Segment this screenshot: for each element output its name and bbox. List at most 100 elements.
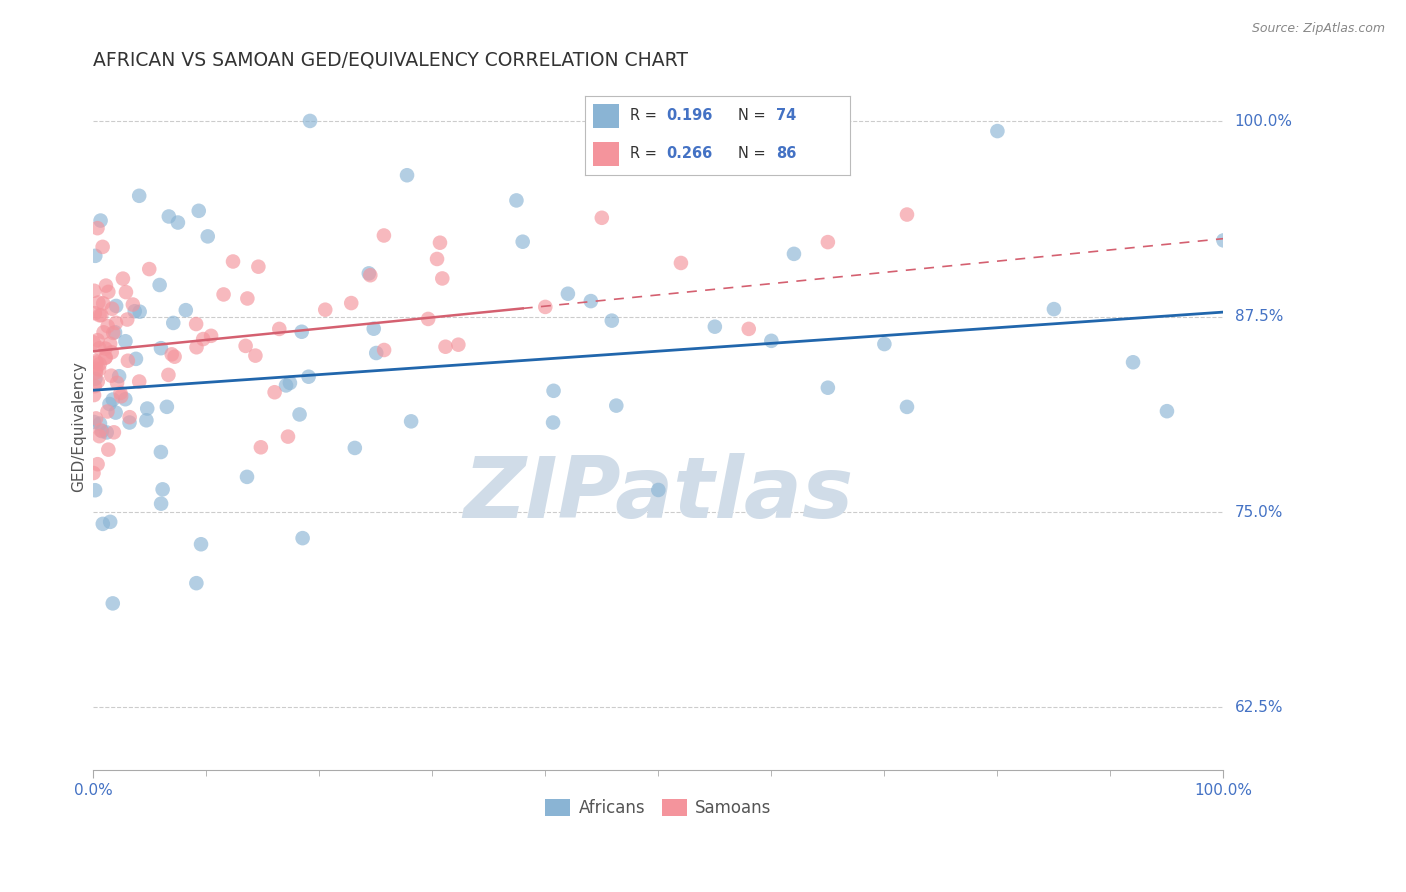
Point: [163, 350, 186, 364]
Point: [83, 379, 105, 393]
Point: [86, 221, 108, 235]
Point: [94, 351, 117, 365]
Point: [212, 287, 235, 301]
Point: [84, 365, 107, 379]
Point: [101, 596, 124, 610]
Point: [703, 319, 725, 334]
Point: [101, 392, 124, 407]
Point: [512, 235, 534, 249]
Point: [89, 417, 111, 431]
Point: [149, 278, 172, 293]
Point: [288, 408, 311, 422]
Point: [128, 189, 150, 203]
Point: [357, 266, 380, 280]
Point: [505, 194, 527, 208]
Point: [186, 340, 208, 354]
Point: [340, 296, 363, 310]
Point: [84, 372, 107, 386]
Point: [396, 168, 419, 182]
Point: [200, 328, 222, 343]
Point: [434, 340, 457, 354]
Point: [115, 312, 138, 326]
Text: 62.5%: 62.5%: [1234, 700, 1284, 715]
Point: [373, 343, 395, 357]
Point: [447, 337, 470, 351]
Point: [534, 300, 557, 314]
Point: [83, 335, 105, 350]
Legend: Africans, Samoans: Africans, Samoans: [538, 792, 778, 823]
Point: [89, 429, 111, 443]
Text: 75.0%: 75.0%: [1234, 505, 1282, 520]
Point: [104, 326, 127, 340]
Point: [149, 445, 172, 459]
Point: [149, 341, 172, 355]
Point: [118, 416, 141, 430]
Point: [600, 313, 623, 327]
Point: [124, 304, 146, 318]
Point: [187, 203, 209, 218]
Point: [157, 210, 180, 224]
Point: [121, 297, 143, 311]
Point: [96, 404, 118, 418]
Point: [94, 342, 117, 356]
Point: [96, 425, 118, 440]
Point: [605, 399, 627, 413]
Point: [761, 334, 783, 348]
Point: [167, 215, 190, 229]
Point: [105, 316, 128, 330]
Point: [647, 483, 669, 497]
Text: 100.0%: 100.0%: [1234, 114, 1292, 129]
Point: [83, 388, 105, 402]
Point: [104, 406, 127, 420]
Point: [87, 362, 110, 376]
Point: [97, 442, 120, 457]
Point: [783, 247, 806, 261]
Point: [297, 369, 319, 384]
Point: [197, 229, 219, 244]
Text: 87.5%: 87.5%: [1234, 310, 1282, 325]
Point: [125, 351, 148, 366]
Point: [94, 351, 117, 365]
Point: [250, 440, 273, 454]
Point: [184, 317, 207, 331]
Point: [110, 389, 132, 403]
Point: [117, 353, 139, 368]
Point: [235, 339, 257, 353]
Point: [114, 392, 136, 407]
Point: [89, 341, 111, 355]
Point: [97, 319, 120, 334]
Point: [986, 124, 1008, 138]
Point: [103, 425, 125, 440]
Point: [418, 312, 440, 326]
Point: [543, 384, 565, 398]
Point: [150, 497, 173, 511]
Point: [111, 271, 134, 285]
Point: [247, 260, 270, 274]
Point: [91, 240, 114, 254]
Point: [366, 346, 388, 360]
Point: [86, 355, 108, 369]
Text: ZIPatlas: ZIPatlas: [463, 453, 853, 536]
Point: [222, 254, 245, 268]
Point: [87, 375, 110, 389]
Point: [101, 301, 124, 316]
Point: [236, 470, 259, 484]
Point: [105, 299, 128, 313]
Point: [105, 376, 128, 390]
Point: [269, 322, 291, 336]
Point: [94, 278, 117, 293]
Point: [91, 424, 114, 438]
Point: [135, 413, 157, 427]
Point: [291, 325, 314, 339]
Point: [896, 208, 918, 222]
Point: [93, 326, 115, 340]
Point: [278, 376, 301, 390]
Point: [190, 537, 212, 551]
Point: [89, 423, 111, 437]
Point: [432, 271, 454, 285]
Point: [591, 211, 613, 225]
Point: [314, 302, 336, 317]
Text: Source: ZipAtlas.com: Source: ZipAtlas.com: [1251, 22, 1385, 36]
Point: [191, 332, 214, 346]
Point: [115, 285, 138, 300]
